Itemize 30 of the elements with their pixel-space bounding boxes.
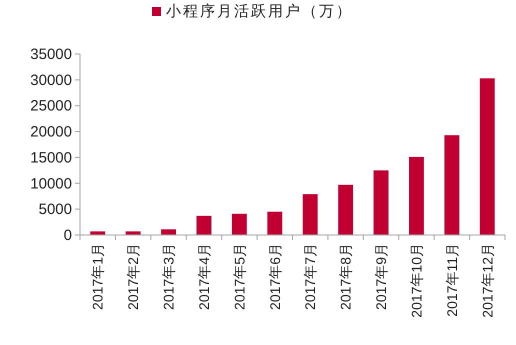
bar	[409, 156, 424, 235]
x-tick-label: 2017年11月	[444, 243, 460, 317]
y-tick-label: 25000	[30, 98, 72, 115]
x-tick-label: 2017年6月	[266, 243, 283, 310]
x-tick-label: 2017年7月	[302, 243, 318, 310]
x-tick-label: 2017年10月	[408, 243, 424, 318]
y-tick-label: 20000	[30, 124, 72, 141]
x-tick-label: 2017年9月	[373, 243, 390, 310]
x-tick-label: 2017年4月	[196, 243, 212, 310]
x-tick-label: 2017年1月	[90, 243, 106, 310]
x-tick-label: 2017年12月	[479, 243, 496, 318]
bar	[267, 212, 282, 235]
bar	[196, 216, 212, 235]
x-tick-label: 2017年2月	[125, 243, 142, 310]
legend-label: 小程序月活跃用户（万）	[166, 3, 353, 20]
bar	[338, 184, 354, 235]
y-tick-label: 35000	[30, 46, 72, 63]
bar	[302, 194, 318, 235]
y-tick-label: 5000	[38, 201, 72, 218]
x-tick-label: 2017年5月	[231, 243, 248, 310]
y-tick-label: 30000	[30, 72, 72, 89]
bar	[374, 170, 388, 235]
bar	[444, 135, 460, 235]
y-tick-label: 10000	[30, 175, 72, 192]
y-tick-label: 15000	[30, 149, 72, 166]
bar	[480, 78, 495, 235]
bar	[232, 214, 247, 235]
x-tick-label: 2017年3月	[160, 243, 177, 310]
y-tick-label: 0	[64, 227, 72, 244]
x-tick-label: 2017年8月	[338, 243, 354, 310]
